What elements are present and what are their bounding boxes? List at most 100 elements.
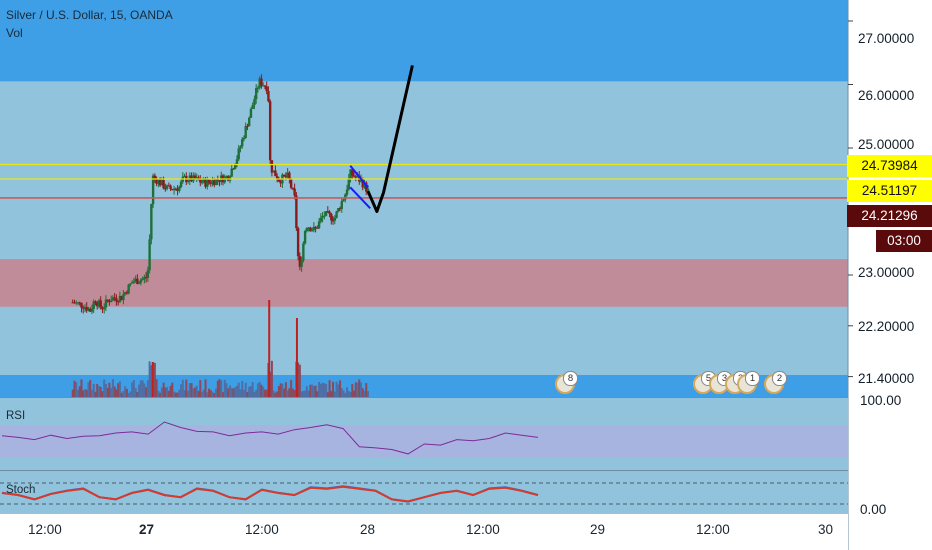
- candle-body: [328, 211, 331, 214]
- volume-bar: [300, 391, 303, 397]
- candle-body: [293, 188, 296, 196]
- y-tick-21-4: 21.40000: [858, 371, 915, 386]
- flag-lower-line: [349, 186, 371, 210]
- event-badge-1[interactable]: 8: [555, 371, 578, 394]
- volume-bar: [160, 387, 163, 397]
- candle-body: [115, 298, 118, 302]
- candle-body: [286, 172, 289, 178]
- rsi-band: [0, 425, 848, 458]
- volume-bar: [199, 380, 202, 397]
- volume-bar: [249, 386, 252, 397]
- candle-body: [225, 176, 228, 178]
- volume-bar: [185, 379, 188, 397]
- volume-bar: [290, 380, 293, 397]
- volume-legend: Vol: [6, 26, 23, 40]
- candle-body: [111, 297, 115, 301]
- volume-bar: [82, 390, 85, 397]
- candle-body: [158, 179, 162, 186]
- volume-bar: [333, 391, 336, 397]
- y-tick-26: 26.00000: [858, 88, 915, 103]
- price-label-mid: 24.51197: [847, 180, 932, 202]
- volume-bar: [73, 380, 76, 397]
- volume-bar: [113, 386, 116, 397]
- candle-body: [239, 146, 242, 149]
- volume-bar: [87, 382, 90, 397]
- candle-body: [144, 277, 148, 279]
- stoch-label: Stoch: [6, 484, 36, 496]
- candle-body: [157, 179, 160, 184]
- time-axis: [0, 514, 848, 550]
- volume-bar: [125, 388, 128, 397]
- y-tick-27: 27.00000: [858, 31, 915, 46]
- volume-bar: [180, 384, 183, 397]
- candle-body: [150, 204, 153, 240]
- candle-body: [331, 220, 335, 222]
- volume-bar: [171, 382, 174, 397]
- candle-body: [120, 295, 123, 301]
- candle-body: [324, 211, 328, 216]
- candle-body: [300, 260, 303, 267]
- stoch-d-line: [1, 485, 539, 503]
- candle-body: [305, 228, 309, 232]
- event-badge-count: 2: [772, 371, 787, 386]
- candle-body: [213, 180, 216, 185]
- candle-body: [230, 168, 233, 177]
- candle-body: [167, 185, 171, 187]
- price-label-upper: 24.73984: [847, 155, 932, 177]
- volume-bar: [97, 386, 100, 397]
- candle-body: [108, 301, 111, 303]
- volume-bar: [85, 389, 88, 397]
- candle-body: [85, 307, 88, 311]
- volume-bar: [145, 387, 148, 397]
- volume-bar: [274, 392, 277, 397]
- candle-body: [183, 175, 186, 177]
- volume-bar: [138, 384, 141, 397]
- candle-body: [254, 88, 258, 100]
- volume-bar: [167, 390, 170, 397]
- bar-countdown-label: 03:00: [876, 230, 932, 252]
- volume-bar: [127, 392, 130, 397]
- candle-body: [258, 78, 261, 88]
- candle-body: [200, 182, 204, 184]
- volume-spike: [295, 318, 298, 397]
- volume-bar: [325, 384, 328, 397]
- candle-body: [71, 302, 74, 304]
- volume-bar: [297, 362, 300, 397]
- volume-bar: [239, 389, 242, 397]
- event-badge-6[interactable]: 2: [764, 371, 787, 394]
- volume-bar: [204, 379, 207, 397]
- candle-body: [361, 179, 364, 188]
- volume-bar: [169, 385, 172, 397]
- volume-bar: [92, 383, 95, 397]
- volume-bar: [99, 386, 102, 397]
- candle-body: [288, 172, 291, 180]
- candle-body: [270, 160, 274, 173]
- volume-bar: [241, 380, 244, 397]
- volume-bar: [340, 388, 343, 397]
- volume-bar: [103, 379, 106, 397]
- volume-bar: [230, 388, 233, 397]
- candle-body: [122, 294, 125, 301]
- candle-body: [333, 217, 337, 221]
- volume-bar: [232, 388, 235, 397]
- x-tick-28: 28: [360, 522, 376, 537]
- volume-bar: [108, 382, 111, 397]
- candle-body: [202, 178, 205, 183]
- volume-bar: [129, 391, 132, 397]
- candle-body: [130, 282, 134, 284]
- candle-body: [289, 179, 293, 188]
- candle-body: [235, 159, 239, 165]
- candle-body: [244, 126, 247, 138]
- volume-bar: [311, 384, 314, 397]
- candle-body: [172, 188, 176, 191]
- volume-bar: [339, 380, 342, 397]
- y-tick-22-2: 22.20000: [858, 319, 915, 334]
- candle-body: [87, 308, 90, 311]
- event-badge-5[interactable]: 1: [737, 371, 760, 394]
- candle-body: [256, 87, 260, 89]
- candle-body: [363, 182, 366, 188]
- candle-body: [134, 278, 137, 282]
- candle-body: [344, 194, 347, 200]
- candle-body: [151, 175, 155, 205]
